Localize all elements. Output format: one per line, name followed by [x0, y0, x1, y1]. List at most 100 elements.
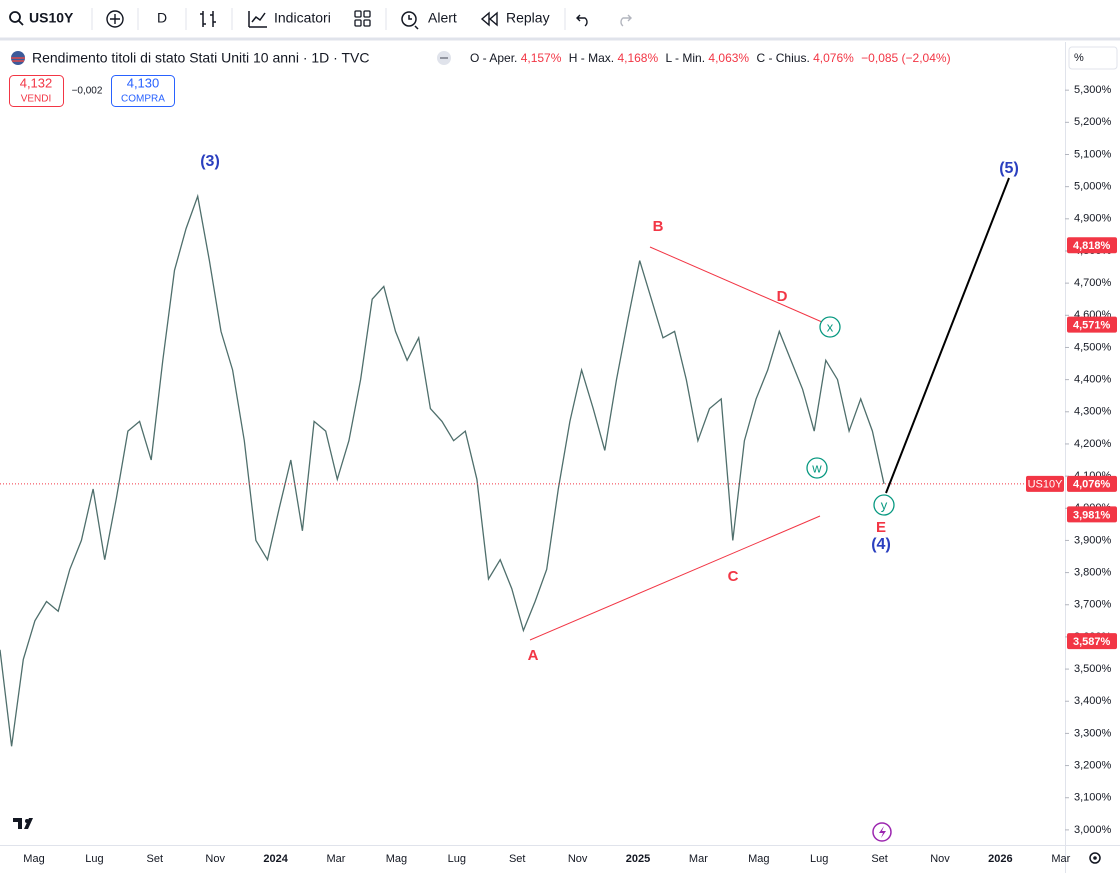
wave-label: C [728, 568, 739, 585]
plus-icon [106, 10, 124, 28]
chart-type-icon[interactable] [200, 11, 216, 27]
y-tick-label: 5,000% [1074, 181, 1112, 193]
alert-button[interactable]: Alert [401, 10, 457, 30]
y-tick-label: 3,200% [1074, 759, 1112, 771]
trend-line [529, 515, 821, 641]
x-tick-label: Mar [1051, 853, 1070, 865]
y-tick-label: 3,900% [1074, 534, 1112, 546]
x-tick-label: Lug [810, 853, 828, 865]
price-badge [1067, 633, 1117, 650]
undo-icon[interactable] [576, 14, 588, 27]
projection-line [885, 177, 1010, 494]
grid-icon [354, 19, 362, 27]
x-tick-label: Mar [327, 853, 346, 865]
events-icon[interactable] [872, 822, 892, 842]
y-tick-label: 4,400% [1074, 374, 1112, 386]
sell-button[interactable]: 4,132 VENDI [9, 75, 64, 107]
wave-label: x [827, 319, 834, 334]
wave-label: (5) [999, 160, 1019, 177]
wave-label: w [811, 460, 822, 475]
compare-button[interactable] [106, 10, 124, 28]
price-badge-label: 4,076% [1073, 479, 1111, 491]
spread: −0,002 [72, 86, 103, 97]
x-tick-label: 2024 [263, 853, 288, 865]
price-badge-label: 4,818% [1073, 240, 1111, 252]
x-tick-label: Nov [568, 853, 588, 865]
unit: % [1074, 52, 1084, 64]
ohlc: O - Aper. 4,157% H - Max. 4,168% L - Min… [470, 51, 951, 65]
buy-label: COMPRA [121, 94, 165, 105]
redo-icon[interactable] [620, 14, 632, 27]
low-label: L - Min. [665, 51, 705, 65]
sell-label: VENDI [21, 94, 52, 105]
search-icon [9, 11, 21, 23]
grid-icon [363, 19, 371, 27]
wave-label: (4) [871, 536, 891, 553]
replay-button[interactable]: Replay [480, 10, 550, 27]
high-label: H - Max. [569, 51, 614, 65]
open-label: O - Aper. [470, 51, 517, 65]
y-tick-label: 3,700% [1074, 599, 1112, 611]
close-label: C - Chius. [756, 51, 809, 65]
replay-icon [480, 11, 498, 27]
buy-button[interactable]: 4,130 COMPRA [111, 75, 175, 107]
logo [25, 819, 29, 823]
grid-icon [363, 10, 371, 18]
symbol: US10Y [29, 10, 74, 26]
indicators-icon [248, 11, 267, 28]
y-tick-label: 4,700% [1074, 277, 1112, 289]
wave-circle [819, 316, 841, 338]
logo [13, 818, 33, 829]
alert-label: Alert [428, 10, 457, 26]
y-tick-label: 4,300% [1074, 406, 1112, 418]
price-line [0, 193, 885, 747]
x-tick-label: Mag [386, 853, 407, 865]
x-tick-label: 2025 [626, 853, 650, 865]
price-badge [1067, 316, 1117, 333]
flag-icon [11, 57, 25, 62]
x-tick-label: Set [147, 853, 164, 865]
x-tick-label: Mag [23, 853, 44, 865]
x-tick-label: Mar [689, 853, 708, 865]
close: 4,076% [813, 51, 854, 65]
wave-circle [873, 494, 895, 516]
x-tick-label: Lug [448, 853, 466, 865]
y-tick-label: 3,000% [1074, 824, 1112, 836]
grid-icon [354, 10, 362, 18]
layout-button[interactable] [354, 10, 371, 27]
settings-icon[interactable] [1089, 852, 1101, 864]
symbol-badge [1026, 475, 1064, 492]
alert-icon [401, 11, 417, 27]
legend-title: Rendimento titoli di stato Stati Uniti 1… [32, 50, 369, 66]
wave-label: D [777, 288, 788, 305]
wave-label: y [881, 497, 888, 512]
y-tick-label: 3,100% [1074, 792, 1112, 804]
x-tick-label: Lug [85, 853, 103, 865]
y-tick-label: 3,300% [1074, 727, 1112, 739]
x-tick-label: Nov [205, 853, 225, 865]
price-badge-label: 3,981% [1073, 509, 1111, 521]
buy-price: 4,130 [127, 75, 160, 90]
trend-line [649, 246, 823, 323]
indicators-button[interactable]: Indicatori [248, 10, 331, 28]
price-badge [1067, 237, 1117, 254]
y-tick-label: 3,400% [1074, 695, 1112, 707]
y-tick-label: 5,100% [1074, 148, 1112, 160]
y-tick-label: 5,200% [1074, 116, 1112, 128]
wave-label: B [653, 218, 664, 235]
plot: 3,000%3,100%3,200%3,300%3,400%3,500%3,60… [0, 84, 1117, 865]
symbol-search[interactable]: US10Y [9, 10, 74, 26]
low: 4,063% [708, 51, 749, 65]
price-badge [1067, 475, 1117, 492]
indicators-label: Indicatori [274, 10, 331, 26]
interval[interactable]: D [157, 10, 167, 26]
unit-box[interactable] [1068, 46, 1118, 70]
high: 4,168% [617, 51, 658, 65]
y-tick-label: 4,200% [1074, 438, 1112, 450]
plus-icon [110, 14, 120, 24]
alert-icon [408, 15, 419, 30]
price-badge-label: 3,587% [1073, 636, 1111, 648]
sell-box [9, 75, 64, 107]
y-tick-label: 3,500% [1074, 663, 1112, 675]
